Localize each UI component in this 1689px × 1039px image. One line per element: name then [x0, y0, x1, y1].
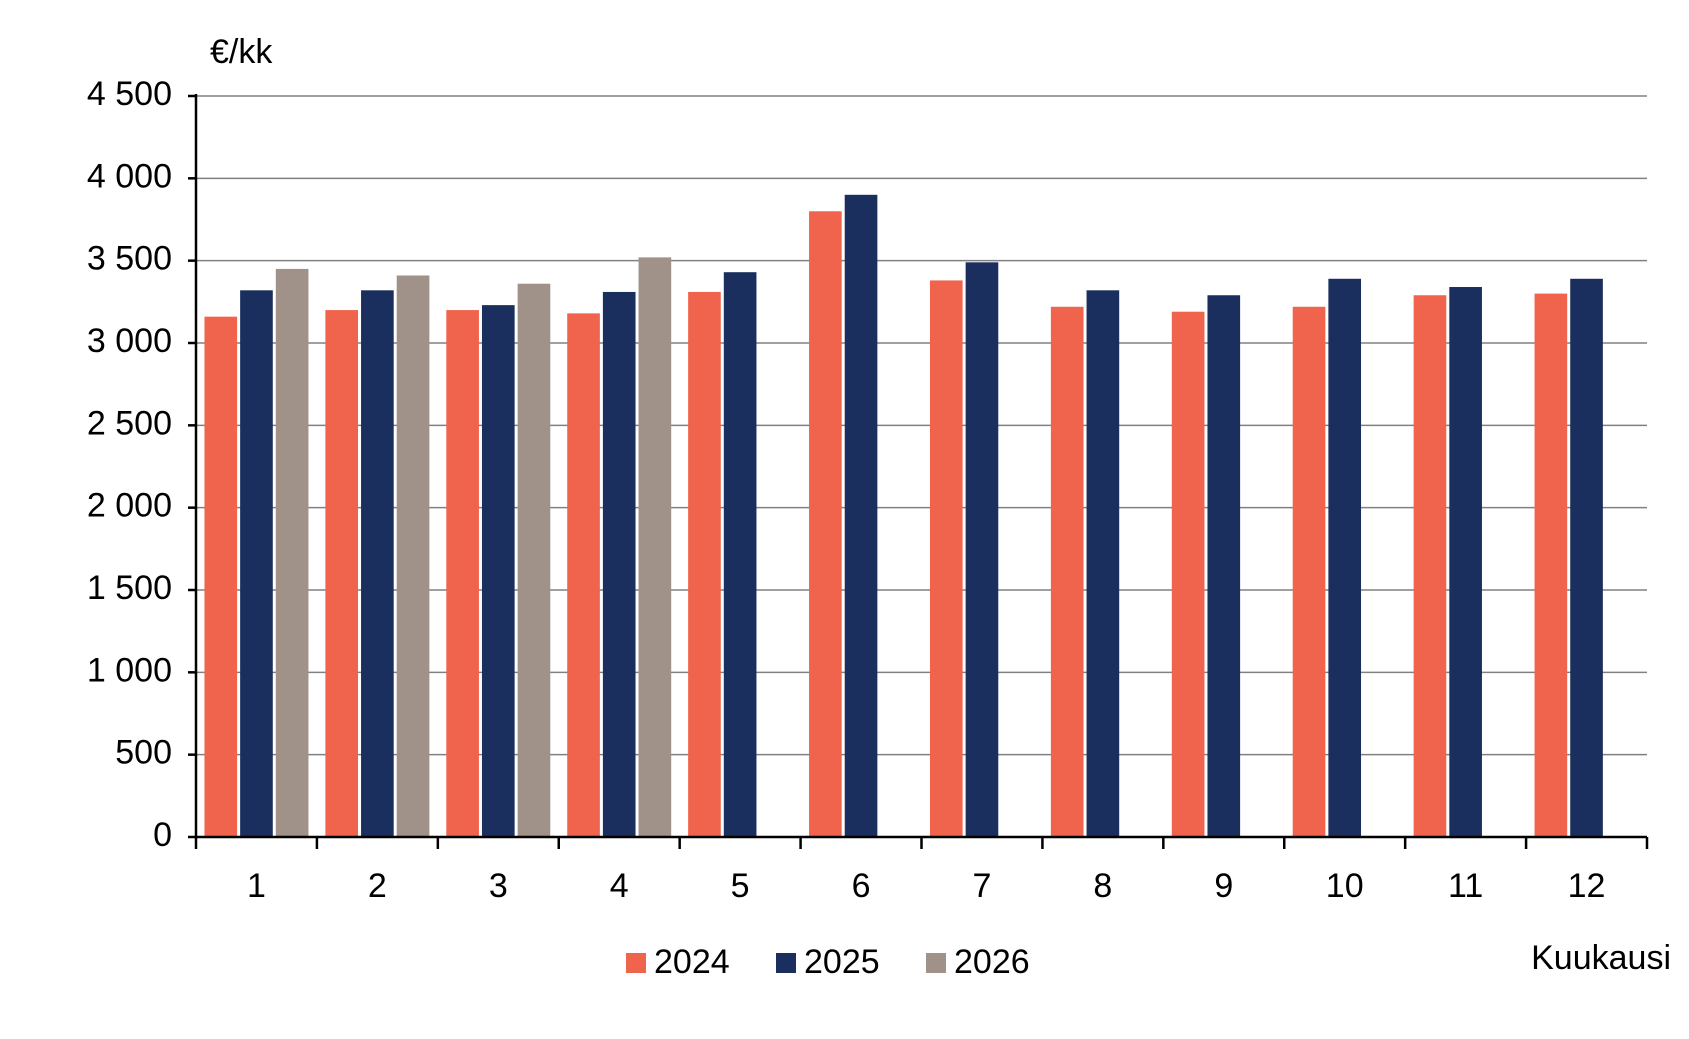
legend-swatch — [776, 953, 796, 973]
legend-swatch — [626, 953, 646, 973]
y-tick-label: 500 — [115, 734, 172, 772]
bar — [1570, 278, 1603, 837]
bar — [1292, 306, 1326, 838]
bar — [844, 194, 878, 838]
x-tick-label: 6 — [852, 867, 871, 905]
bar — [567, 313, 600, 837]
y-tick-label: 1 000 — [87, 651, 172, 689]
x-axis-label: Kuukausi — [1531, 939, 1671, 977]
legend-label: 2025 — [804, 943, 880, 981]
y-tick-label: 3 500 — [87, 240, 172, 278]
legend-label: 2024 — [654, 943, 730, 981]
x-tick-label: 11 — [1448, 867, 1483, 905]
x-tick-label: 8 — [1093, 867, 1112, 905]
x-tick-label: 10 — [1326, 867, 1364, 905]
legend-swatch — [926, 953, 946, 973]
bar — [809, 211, 842, 837]
bar — [1086, 290, 1120, 838]
y-axis-label: €/kk — [210, 33, 273, 71]
bar — [204, 316, 238, 837]
x-tick-label: 4 — [610, 867, 629, 905]
bar — [1413, 295, 1447, 837]
bar — [1534, 293, 1568, 838]
y-tick-label: 4 000 — [87, 157, 172, 195]
legend-label: 2026 — [954, 943, 1030, 981]
bar — [1050, 306, 1084, 838]
bar — [602, 291, 636, 837]
bar — [723, 272, 757, 837]
bar — [1328, 278, 1362, 837]
y-tick-label: 2 500 — [87, 404, 172, 442]
x-tick-label: 12 — [1568, 867, 1606, 905]
bar — [929, 280, 963, 838]
bar — [275, 268, 309, 837]
y-tick-label: 3 000 — [87, 322, 172, 360]
bar — [240, 290, 273, 838]
x-tick-label: 1 — [247, 867, 266, 905]
bar — [638, 257, 672, 838]
x-tick-label: 5 — [731, 867, 750, 905]
bar — [446, 310, 479, 838]
bar — [325, 310, 359, 838]
y-tick-label: 1 500 — [87, 569, 172, 607]
x-tick-label: 9 — [1214, 867, 1233, 905]
y-tick-label: 0 — [153, 816, 172, 854]
bar — [965, 262, 999, 837]
bar — [517, 283, 551, 838]
bar — [361, 290, 394, 838]
bar — [1207, 295, 1241, 837]
y-tick-label: 4 500 — [87, 75, 172, 113]
y-tick-label: 2 000 — [87, 487, 172, 525]
x-tick-label: 7 — [972, 867, 991, 905]
x-tick-label: 3 — [489, 867, 508, 905]
bar — [1449, 287, 1482, 838]
x-tick-label: 2 — [368, 867, 387, 905]
bar — [688, 291, 721, 837]
bar — [396, 275, 430, 837]
bar — [481, 305, 515, 837]
bar — [1171, 311, 1205, 837]
